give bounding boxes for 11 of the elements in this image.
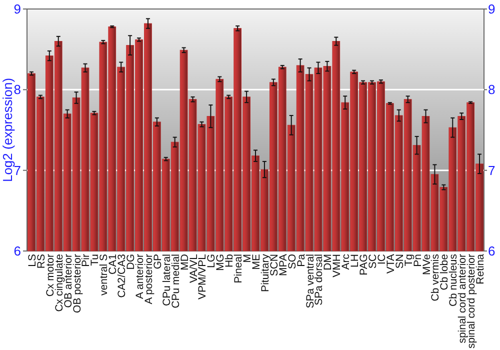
y2-tick-label: 9 bbox=[488, 2, 496, 17]
y2-tick-label: 6 bbox=[488, 244, 496, 259]
x-tick-label: MVe bbox=[420, 254, 433, 276]
y2-tick-label: 7 bbox=[488, 162, 496, 178]
y2-tick-label: 8 bbox=[488, 82, 496, 98]
y-tick-label: 6 bbox=[14, 244, 21, 259]
y-tick-label: 7 bbox=[14, 162, 21, 178]
y-tick-label: 8 bbox=[14, 82, 21, 98]
y-axis-title: Log2 (expression) bbox=[0, 78, 15, 182]
y-tick-label: 9 bbox=[14, 2, 21, 17]
x-tick-label: DG bbox=[125, 254, 138, 270]
